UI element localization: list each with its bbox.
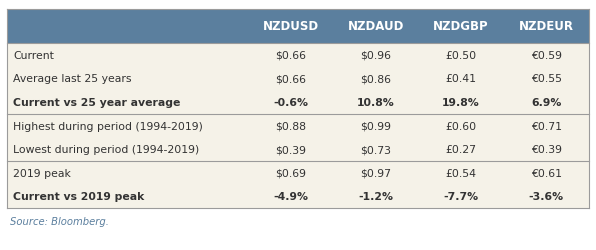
Text: NZDAUD: NZDAUD — [347, 20, 404, 33]
Text: $0.73: $0.73 — [361, 144, 392, 154]
Text: -7.7%: -7.7% — [443, 192, 479, 202]
Text: -0.6%: -0.6% — [274, 98, 309, 108]
Bar — [504, 10, 589, 44]
Text: Current: Current — [13, 50, 54, 60]
Text: Current vs 2019 peak: Current vs 2019 peak — [13, 192, 144, 202]
Bar — [249, 10, 334, 44]
Text: NZDEUR: NZDEUR — [519, 20, 573, 33]
Text: £0.54: £0.54 — [445, 168, 476, 178]
Bar — [7, 10, 249, 44]
Bar — [7, 44, 589, 67]
Bar — [334, 10, 418, 44]
Bar — [7, 185, 589, 208]
Text: -4.9%: -4.9% — [274, 192, 309, 202]
Text: €0.39: €0.39 — [530, 144, 561, 154]
Bar — [7, 138, 589, 161]
Text: Lowest during period (1994-2019): Lowest during period (1994-2019) — [13, 144, 199, 154]
Text: $0.66: $0.66 — [275, 74, 306, 84]
Text: 2019 peak: 2019 peak — [13, 168, 71, 178]
Bar — [7, 91, 589, 114]
Text: -1.2%: -1.2% — [358, 192, 393, 202]
Text: Average last 25 years: Average last 25 years — [13, 74, 132, 84]
Text: Current vs 25 year average: Current vs 25 year average — [13, 98, 181, 108]
Bar — [418, 10, 504, 44]
Text: 10.8%: 10.8% — [357, 98, 395, 108]
Text: 6.9%: 6.9% — [531, 98, 561, 108]
Text: NZDGBP: NZDGBP — [433, 20, 489, 33]
Text: €0.71: €0.71 — [530, 121, 561, 131]
Text: $0.99: $0.99 — [361, 121, 392, 131]
Text: Source: Bloomberg.: Source: Bloomberg. — [10, 216, 109, 226]
Bar — [7, 67, 589, 91]
Text: £0.27: £0.27 — [445, 144, 476, 154]
Bar — [7, 114, 589, 138]
Text: $0.39: $0.39 — [275, 144, 306, 154]
Text: $0.96: $0.96 — [361, 50, 392, 60]
Text: NZDUSD: NZDUSD — [263, 20, 319, 33]
Text: -3.6%: -3.6% — [529, 192, 564, 202]
Text: $0.97: $0.97 — [361, 168, 392, 178]
Text: $0.66: $0.66 — [275, 50, 306, 60]
Text: $0.88: $0.88 — [275, 121, 306, 131]
Text: £0.60: £0.60 — [445, 121, 476, 131]
Text: €0.61: €0.61 — [530, 168, 561, 178]
Text: £0.50: £0.50 — [445, 50, 476, 60]
Text: £0.41: £0.41 — [445, 74, 476, 84]
Text: Highest during period (1994-2019): Highest during period (1994-2019) — [13, 121, 203, 131]
Text: $0.69: $0.69 — [275, 168, 306, 178]
Text: $0.86: $0.86 — [361, 74, 392, 84]
Bar — [7, 161, 589, 185]
Text: €0.55: €0.55 — [530, 74, 561, 84]
Text: 19.8%: 19.8% — [442, 98, 480, 108]
Text: €0.59: €0.59 — [530, 50, 561, 60]
